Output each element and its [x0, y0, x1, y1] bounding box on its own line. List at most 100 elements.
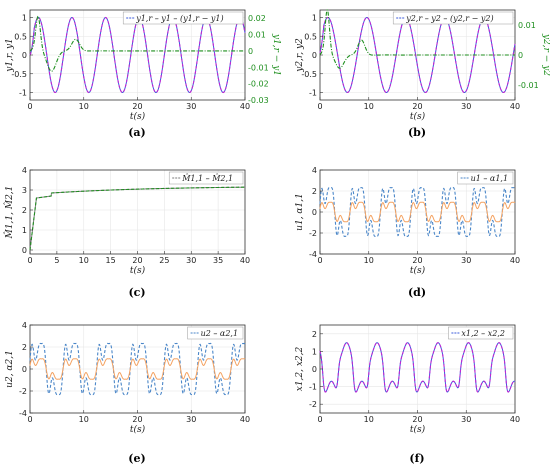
- x-axis-label: t(s): [410, 111, 426, 122]
- x-tick-label: 20: [412, 415, 422, 424]
- y-tick-label: -1: [19, 89, 27, 98]
- chart-panel-3: 0 5 10 15 20 25 30 35 40 0 1 2 3 4 t(s) M̂1,1, M̂2,1 M̂1…: [3, 166, 250, 299]
- x-tick-label: 35: [213, 256, 223, 265]
- series-line-2: [319, 342, 516, 393]
- x-tick-label: 10: [79, 102, 89, 111]
- y-tick-label: 2: [22, 206, 27, 215]
- x-tick-label: 10: [364, 256, 374, 265]
- panel-label: (d): [408, 286, 426, 299]
- x-tick-label: 40: [510, 415, 520, 424]
- y-tick-label: -1: [309, 383, 317, 392]
- x-tick-label: 40: [510, 102, 520, 111]
- y-axis-label: y1,r, y1: [5, 38, 15, 73]
- legend-entry: y1,r – y1 – (y1,r − y1): [135, 14, 223, 23]
- x-axis-label: t(s): [410, 424, 426, 435]
- y-tick-label: 3: [22, 186, 27, 195]
- x-tick-label: 0: [317, 256, 322, 265]
- y-tick-label: 0: [312, 51, 317, 60]
- legend-entry: M̂1,1 – M̂2,1: [181, 174, 233, 183]
- x-tick-label: 30: [461, 415, 471, 424]
- legend-box: [122, 11, 244, 25]
- series-line-1: [319, 187, 516, 237]
- x-tick-label: 25: [159, 256, 169, 265]
- y-tick-label: 0: [312, 208, 317, 217]
- y-tick-label: -2: [309, 229, 317, 238]
- y-tick-label: -2: [309, 400, 317, 409]
- y-tick-label: 1: [312, 347, 317, 356]
- series-line-3: [29, 15, 245, 72]
- x-tick-label: 30: [186, 102, 196, 111]
- y-right-tick-label: -0.03: [248, 96, 269, 105]
- y-axis-label: x1,2, x2,2: [295, 346, 305, 391]
- legend-entry: u2 – α2,1: [201, 329, 238, 338]
- y-axis-label: u1, α1,1: [295, 193, 305, 231]
- y-right-tick-label: -0.01: [248, 63, 269, 72]
- legend-entry: y2,r – y2 – (y2,r − y2): [405, 14, 493, 23]
- x-tick-label: 15: [106, 256, 116, 265]
- y-right-axis-label: y1,r − y1: [271, 33, 281, 76]
- y-tick-label: 0: [22, 51, 27, 60]
- y-tick-label: 4: [22, 166, 27, 175]
- x-tick-label: 40: [240, 256, 250, 265]
- y-tick-label: 0: [22, 246, 27, 255]
- y-axis-label: u2, α2,1: [5, 350, 15, 388]
- series-line-1: [29, 342, 246, 396]
- y-tick-label: 0: [312, 365, 317, 374]
- x-tick-label: 10: [79, 415, 89, 424]
- x-tick-label: 30: [461, 102, 471, 111]
- y-right-tick-label: 0.01: [518, 21, 536, 30]
- series-line-3: [319, 9, 515, 69]
- y-right-tick-label: -0.01: [518, 81, 539, 90]
- x-axis-label: t(s): [130, 265, 146, 276]
- x-tick-label: 10: [364, 415, 374, 424]
- y-tick-label: 0: [22, 365, 27, 374]
- y-tick-label: -0.5: [11, 70, 27, 79]
- legend-box: [457, 171, 514, 185]
- legend-entry: u1 – α1,1: [471, 174, 508, 183]
- series-line-2: [29, 186, 245, 251]
- chart-panel-1: 0 10 20 30 40 -1 -0.5 0 0.5 1 -0.03 -0.02 -0.01 0 0.01…: [5, 9, 281, 139]
- x-tick-label: 30: [186, 256, 196, 265]
- x-tick-label: 20: [132, 102, 142, 111]
- y-tick-label: 2: [312, 330, 317, 339]
- y-tick-label: 1: [22, 226, 27, 235]
- y-tick-label: 1: [22, 14, 27, 23]
- x-tick-label: 30: [186, 415, 196, 424]
- x-tick-label: 0: [317, 415, 322, 424]
- x-tick-label: 0: [27, 256, 32, 265]
- y-right-tick-label: 0: [518, 51, 523, 60]
- x-tick-label: 40: [240, 102, 250, 111]
- y-right-tick-label: 0.01: [248, 31, 266, 40]
- x-axis-label: t(s): [130, 424, 146, 435]
- y-tick-label: -4: [19, 409, 27, 418]
- y-axis-label: y2,r, y2: [295, 38, 305, 73]
- x-tick-label: 20: [412, 102, 422, 111]
- chart-panel-6: 0 10 20 30 40 -2 -1 0 1 2 t(s) x1,2, x2,2 x1,2 – x2,…: [295, 324, 520, 465]
- x-tick-label: 0: [317, 102, 322, 111]
- y-tick-label: -4: [309, 250, 317, 259]
- legend-box: [392, 11, 514, 25]
- panel-label: (b): [408, 126, 426, 139]
- y-tick-label: 4: [312, 166, 317, 175]
- panel-label: (c): [128, 286, 145, 299]
- x-tick-label: 40: [510, 256, 520, 265]
- y-tick-label: 2: [22, 343, 27, 352]
- x-axis-label: t(s): [410, 265, 426, 276]
- x-tick-label: 0: [27, 102, 32, 111]
- y-tick-label: 0.5: [304, 32, 317, 41]
- x-tick-label: 10: [364, 102, 374, 111]
- legend-entry: x1,2 – x2,2: [461, 329, 505, 338]
- y-tick-label: -2: [19, 387, 27, 396]
- y-right-tick-label: -0.02: [248, 80, 269, 89]
- panel-label: (f): [409, 452, 424, 465]
- y-tick-label: 1: [312, 14, 317, 23]
- x-tick-label: 40: [240, 415, 250, 424]
- y-tick-label: -0.5: [301, 70, 317, 79]
- series-line-2: [29, 358, 246, 380]
- x-tick-label: 5: [54, 256, 59, 265]
- legend-box: [448, 326, 514, 340]
- x-tick-label: 20: [132, 415, 142, 424]
- y-right-axis-label: y2,r − y2: [541, 33, 550, 76]
- panel-label: (e): [128, 452, 145, 465]
